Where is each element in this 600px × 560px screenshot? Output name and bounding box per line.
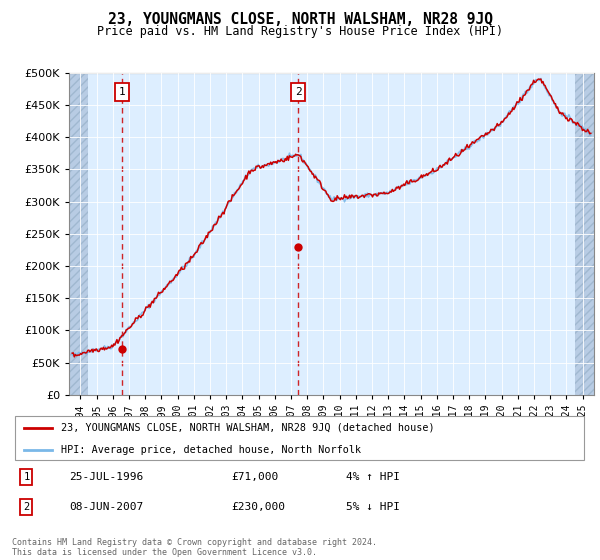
Text: Contains HM Land Registry data © Crown copyright and database right 2024.
This d: Contains HM Land Registry data © Crown c… bbox=[12, 538, 377, 557]
Text: Price paid vs. HM Land Registry's House Price Index (HPI): Price paid vs. HM Land Registry's House … bbox=[97, 25, 503, 38]
Text: 4% ↑ HPI: 4% ↑ HPI bbox=[346, 472, 400, 482]
Text: £71,000: £71,000 bbox=[231, 472, 278, 482]
Text: 1: 1 bbox=[119, 87, 125, 97]
Text: 08-JUN-2007: 08-JUN-2007 bbox=[70, 502, 144, 512]
Text: 23, YOUNGMANS CLOSE, NORTH WALSHAM, NR28 9JQ (detached house): 23, YOUNGMANS CLOSE, NORTH WALSHAM, NR28… bbox=[61, 423, 434, 433]
Text: 25-JUL-1996: 25-JUL-1996 bbox=[70, 472, 144, 482]
Bar bbox=[69, 73, 88, 395]
Text: £230,000: £230,000 bbox=[231, 502, 285, 512]
Bar bbox=[575, 73, 594, 395]
Text: HPI: Average price, detached house, North Norfolk: HPI: Average price, detached house, Nort… bbox=[61, 445, 361, 455]
Text: 5% ↓ HPI: 5% ↓ HPI bbox=[346, 502, 400, 512]
Text: 1: 1 bbox=[23, 472, 29, 482]
Text: 23, YOUNGMANS CLOSE, NORTH WALSHAM, NR28 9JQ: 23, YOUNGMANS CLOSE, NORTH WALSHAM, NR28… bbox=[107, 12, 493, 27]
FancyBboxPatch shape bbox=[15, 416, 584, 460]
Text: 2: 2 bbox=[295, 87, 301, 97]
Text: 2: 2 bbox=[23, 502, 29, 512]
